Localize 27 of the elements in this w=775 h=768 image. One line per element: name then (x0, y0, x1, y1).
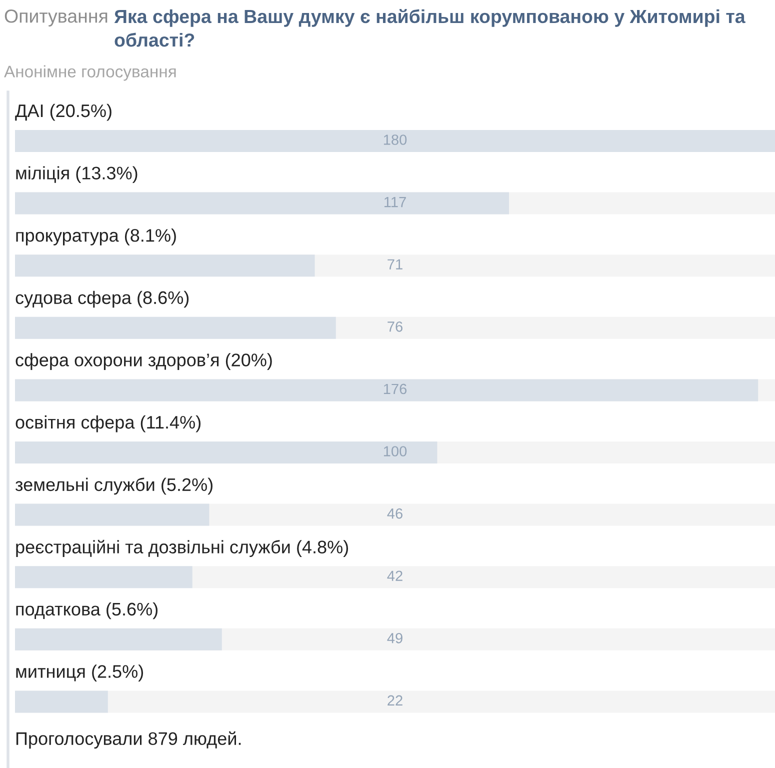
text: Проголосували 879 людей. (16, 731, 241, 749)
y-tick-label: сфера охорони здоров’я (20%) (16, 353, 272, 370)
y-tick-label: реєстраційні та дозвільні служби (4.8%) (16, 540, 348, 558)
y-tick-label: ДАІ (20.5%) (15, 104, 112, 121)
bar (15, 690, 108, 713)
data-label: 71 (388, 259, 402, 270)
y-tick-label: земельні служби (5.2%) (15, 478, 212, 495)
y-tick-label: митниця (2.5%) (16, 664, 144, 682)
data-label: 176 (384, 384, 407, 394)
data-label: 42 (387, 570, 402, 581)
y-tick-label: судова сфера (8.6%) (16, 290, 189, 308)
y-tick-label: освітня сфера (11.4%) (16, 415, 200, 432)
bar (15, 379, 758, 402)
chart-title: Яка сфера на Вашу думку є найбільш корумпованою у Житомирі та області? (114, 9, 746, 47)
data-label: 46 (387, 508, 402, 519)
data-label: 22 (388, 695, 402, 706)
data-label: 180 (384, 134, 407, 145)
text: Опитування (4, 9, 108, 26)
chart-subtitle: Анонімне голосування (4, 65, 176, 81)
bar (15, 566, 192, 588)
data-label: 49 (387, 632, 402, 644)
y-tick-label: податкова (5.6%) (16, 602, 158, 620)
data-label: 117 (384, 197, 406, 208)
data-label: 100 (384, 446, 407, 456)
y-tick-label: міліція (13.3%) (16, 166, 138, 184)
data-label: 76 (388, 321, 402, 332)
y-tick-label: прокуратура (8.1%) (16, 228, 176, 246)
